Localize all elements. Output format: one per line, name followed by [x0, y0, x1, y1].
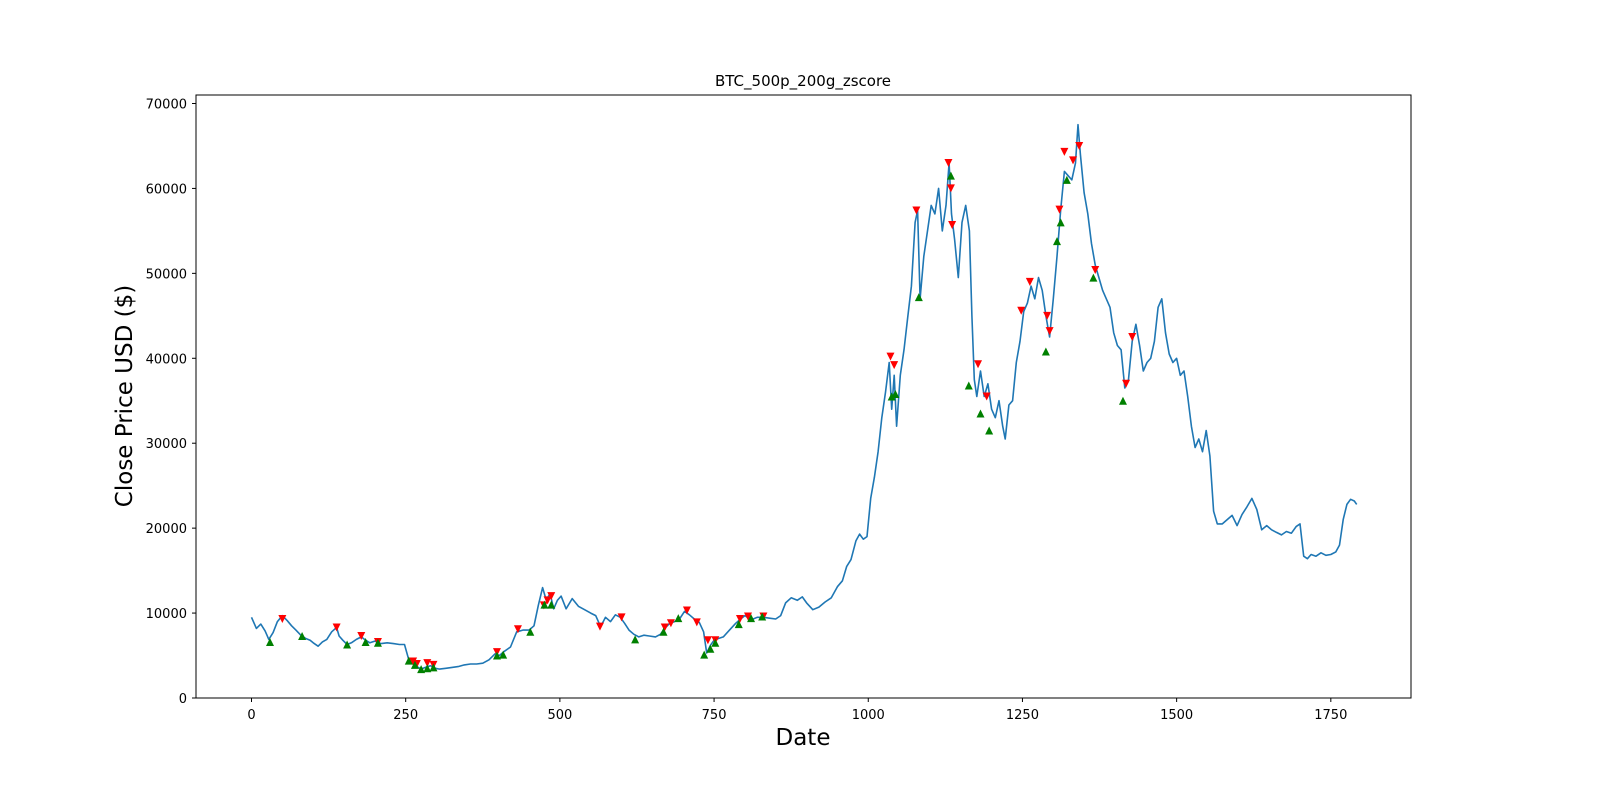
- buy-marker: [526, 627, 535, 636]
- buy-marker: [891, 389, 900, 398]
- sell-marker: [1091, 265, 1100, 274]
- y-tick-label: 50000: [146, 267, 187, 282]
- sell-marker: [1060, 147, 1069, 156]
- x-tick-label: 250: [393, 708, 418, 723]
- buy-marker: [540, 600, 549, 609]
- buy-marker: [964, 381, 973, 390]
- buy-marker: [343, 640, 352, 649]
- x-tick-label: 1000: [852, 708, 885, 723]
- x-axis-label: Date: [776, 725, 831, 751]
- buy-marker: [887, 392, 896, 401]
- chart-title: BTC_500p_200g_zscore: [715, 72, 891, 91]
- sell-marker: [278, 615, 287, 624]
- buy-marker: [492, 651, 501, 660]
- sell-marker: [513, 625, 522, 634]
- buy-marker: [1089, 273, 1098, 282]
- x-axis-ticks: 0 250 500 750 1000 1250 1500 1750: [247, 698, 1347, 723]
- x-tick-label: 0: [247, 708, 255, 723]
- buy-marker: [976, 409, 985, 418]
- sell-marker: [617, 613, 626, 622]
- buy-marker: [404, 656, 413, 665]
- sell-marker: [682, 606, 691, 615]
- sell-marker: [547, 592, 556, 601]
- sell-marker: [886, 352, 895, 361]
- buy-marker: [373, 638, 382, 647]
- y-tick-label: 10000: [146, 607, 187, 622]
- buy-marker: [758, 612, 767, 621]
- sell-marker: [912, 206, 921, 215]
- buy-marker: [700, 650, 709, 659]
- sell-marker: [703, 636, 712, 645]
- sell-marker: [1069, 156, 1078, 165]
- buy-marker: [747, 614, 756, 623]
- buy-marker: [1056, 218, 1065, 227]
- sell-marker: [595, 622, 604, 631]
- buy-marker: [1041, 347, 1050, 356]
- buy-marker: [361, 637, 370, 646]
- sell-marker: [423, 659, 432, 668]
- y-tick-label: 20000: [146, 522, 187, 537]
- x-tick-label: 1250: [1006, 708, 1039, 723]
- buy-marker: [914, 293, 923, 302]
- sell-marker: [357, 632, 366, 641]
- sell-marker: [1128, 333, 1137, 342]
- sell-marker: [543, 596, 552, 605]
- sell-marker: [946, 184, 955, 193]
- sell-marker: [1055, 205, 1064, 214]
- buy-marker: [298, 632, 307, 641]
- buy-marker: [499, 650, 508, 659]
- buy-marker: [266, 637, 275, 646]
- sell-marker: [1045, 327, 1054, 336]
- buy-marker: [734, 620, 743, 629]
- price-series-line: [250, 123, 1358, 670]
- sell-marker: [944, 158, 953, 167]
- sell-marker: [409, 657, 418, 666]
- plot-area: [250, 123, 1358, 674]
- sell-marker: [1122, 379, 1131, 388]
- buy-marker: [946, 171, 955, 180]
- y-tick-label: 0: [179, 692, 187, 707]
- buy-marker: [631, 635, 640, 644]
- x-tick-label: 1750: [1314, 708, 1347, 723]
- sell-marker: [332, 623, 341, 632]
- sell-marker: [1025, 277, 1034, 286]
- x-tick-label: 1500: [1160, 708, 1193, 723]
- buy-marker: [410, 660, 419, 669]
- y-tick-label: 30000: [146, 437, 187, 452]
- x-tick-label: 500: [547, 708, 572, 723]
- buy-marker: [1052, 237, 1061, 246]
- buy-marker: [659, 627, 668, 636]
- sell-marker: [1075, 141, 1084, 150]
- buy-marker: [547, 600, 556, 609]
- buy-marker: [429, 663, 438, 672]
- y-tick-label: 70000: [146, 97, 187, 112]
- sell-marker: [692, 618, 701, 627]
- y-axis-ticks: 0 10000 20000 30000 40000 50000 60000 70000: [146, 97, 196, 707]
- sell-marker: [1043, 311, 1052, 320]
- sell-marker: [1017, 306, 1026, 315]
- buy-marker: [1118, 396, 1127, 405]
- buy-marker: [711, 638, 720, 647]
- y-tick-label: 40000: [146, 352, 187, 367]
- sell-marker: [982, 392, 991, 401]
- x-tick-label: 750: [702, 708, 727, 723]
- buy-marker: [417, 665, 426, 674]
- sell-marker: [890, 361, 899, 370]
- buy-marker: [706, 644, 715, 653]
- sell-marker: [735, 615, 744, 624]
- sell-marker: [974, 360, 983, 369]
- y-axis-label: Close Price USD ($): [112, 285, 138, 507]
- y-tick-label: 60000: [146, 182, 187, 197]
- buy-marker: [985, 426, 994, 435]
- sell-marker: [660, 623, 669, 632]
- buy-marker: [1062, 175, 1071, 184]
- sell-marker: [948, 220, 957, 229]
- sell-marker: [743, 612, 752, 621]
- plot-frame: [195, 94, 1412, 699]
- sell-marker: [666, 619, 675, 628]
- buy-marker: [423, 664, 432, 673]
- buy-marker: [674, 614, 683, 623]
